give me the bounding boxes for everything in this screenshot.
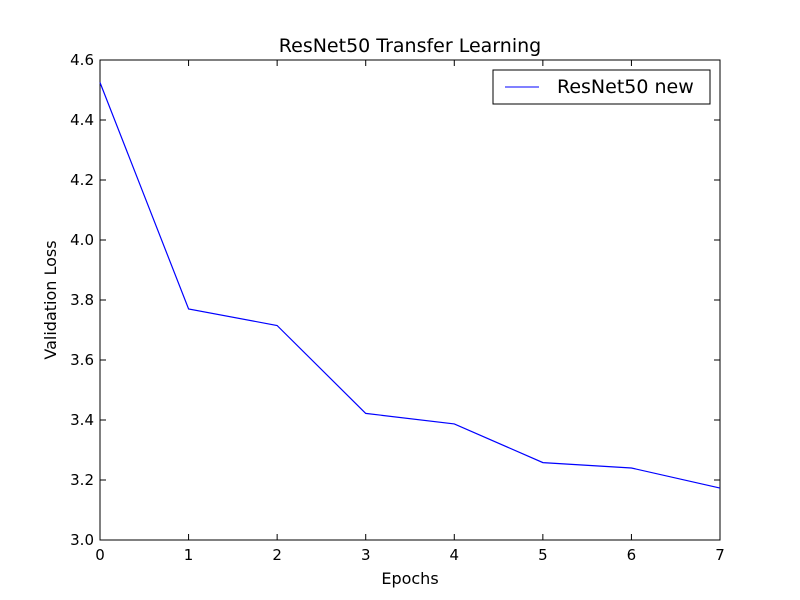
x-tick-label: 4 — [450, 546, 460, 564]
x-tick-label: 1 — [184, 546, 194, 564]
x-tick-label: 0 — [95, 546, 105, 564]
x-tick-label: 5 — [538, 546, 548, 564]
x-tick-label: 6 — [627, 546, 637, 564]
x-tick-label: 2 — [272, 546, 282, 564]
x-axis-label: Epochs — [381, 569, 438, 588]
y-axis: 3.0 3.2 3.4 3.6 3.8 4.0 4.2 4.4 4.6 — [70, 51, 720, 549]
x-tick-label: 7 — [715, 546, 725, 564]
x-axis: 0 1 2 3 4 5 6 7 — [95, 60, 725, 564]
series-layer — [99, 82, 721, 489]
y-tick-label: 4.2 — [70, 171, 94, 189]
y-tick-label: 3.4 — [70, 411, 94, 429]
x-tick-label: 3 — [361, 546, 371, 564]
y-tick-label: 3.0 — [70, 531, 94, 549]
legend-box — [492, 69, 711, 105]
y-tick-label: 3.2 — [70, 471, 94, 489]
y-tick-label: 3.8 — [70, 291, 94, 309]
series-line-resnet50-new — [99, 82, 721, 489]
y-tick-label: 4.4 — [70, 111, 94, 129]
y-axis-label: Validation Loss — [41, 240, 60, 359]
chart-title: ResNet50 Transfer Learning — [279, 35, 541, 57]
legend: ResNet50 new — [492, 69, 711, 105]
legend-label-resnet50-new: ResNet50 new — [557, 76, 694, 98]
y-tick-label: 4.6 — [70, 51, 94, 69]
y-tick-label: 4.0 — [70, 231, 94, 249]
y-tick-label: 3.6 — [70, 351, 94, 369]
